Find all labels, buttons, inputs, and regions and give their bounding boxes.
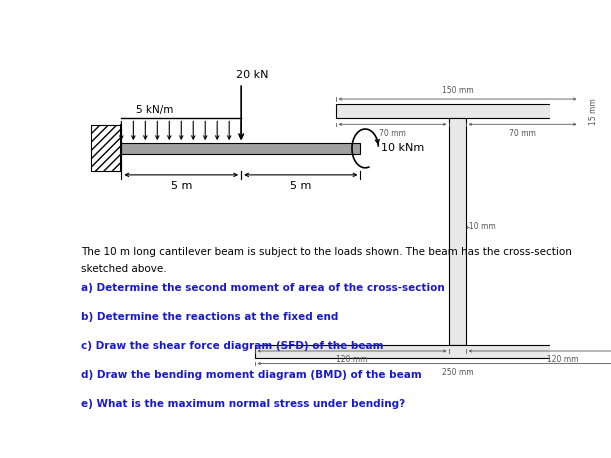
Text: 15 mm: 15 mm (590, 98, 598, 125)
Text: 5 m: 5 m (170, 181, 192, 191)
Text: sketched above.: sketched above. (81, 264, 167, 274)
Text: 70 mm: 70 mm (379, 129, 406, 137)
Text: a) Determine the second moment of area of the cross-section: a) Determine the second moment of area o… (81, 284, 445, 294)
Text: 5 m: 5 m (290, 181, 312, 191)
Bar (335, 104, 579, 118)
Text: The 10 m long cantilever beam is subject to the loads shown. The beam has the cr: The 10 m long cantilever beam is subject… (81, 247, 572, 257)
Bar (122, 143, 360, 154)
Text: 10 kNm: 10 kNm (381, 143, 424, 153)
Text: 70 mm: 70 mm (509, 129, 536, 137)
Text: 20 kN: 20 kN (236, 71, 269, 80)
Text: 250 mm: 250 mm (442, 368, 474, 377)
Text: c) Draw the shear force diagram (SFD) of the beam: c) Draw the shear force diagram (SFD) of… (81, 341, 384, 351)
Bar (255, 344, 611, 358)
Text: b) Determine the reactions at the fixed end: b) Determine the reactions at the fixed … (81, 312, 338, 322)
Text: 150 mm: 150 mm (442, 86, 474, 95)
Bar (450, 118, 466, 344)
Text: 5 kN/m: 5 kN/m (136, 105, 173, 115)
Text: 120 mm: 120 mm (547, 355, 579, 364)
Bar (90, 125, 122, 171)
Text: 120 mm: 120 mm (336, 355, 368, 364)
Text: e) What is the maximum normal stress under bending?: e) What is the maximum normal stress und… (81, 399, 405, 409)
Text: d) Draw the bending moment diagram (BMD) of the beam: d) Draw the bending moment diagram (BMD)… (81, 370, 422, 380)
Text: 10 mm: 10 mm (469, 222, 496, 230)
